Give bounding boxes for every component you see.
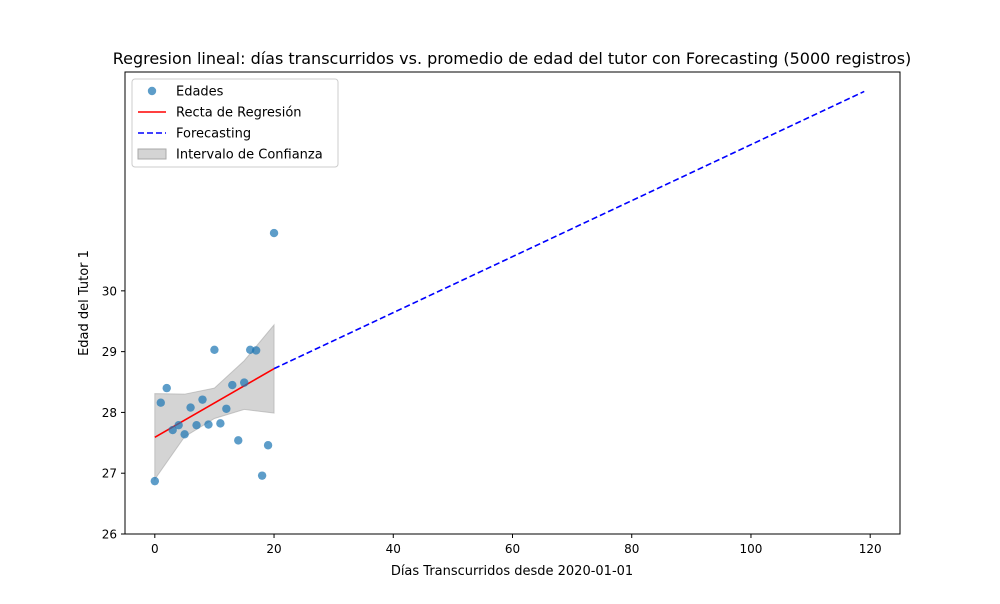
x-tick-label: 60 [505, 542, 520, 556]
legend-label: Recta de Regresión [176, 106, 302, 121]
scatter-point [251, 346, 261, 355]
x-tick-label: 20 [266, 542, 281, 556]
legend-label: Intervalo de Confianza [176, 148, 323, 163]
y-tick-label: 26 [102, 528, 117, 542]
legend: Edades Recta de Regresión Forecasting Inter… [131, 78, 339, 168]
scatter-point [162, 383, 171, 393]
scatter-point [174, 420, 183, 430]
scatter-point [228, 380, 237, 390]
x-tick-label: 0 [151, 542, 159, 556]
scatter-point [150, 476, 160, 486]
plot-area [150, 90, 865, 486]
scatter-point [156, 398, 165, 407]
scatter-point [180, 430, 189, 439]
y-tick-label: 30 [102, 284, 117, 298]
legend-box [131, 78, 339, 168]
scatter-point [192, 420, 201, 430]
scatter-point [216, 419, 225, 428]
legend-swatch-scatter [147, 86, 157, 96]
scatter-point [257, 471, 267, 480]
scatter-point [240, 378, 249, 387]
y-tick-label: 27 [102, 467, 117, 481]
scatter-point [263, 441, 273, 450]
scatter-point [222, 404, 231, 413]
x-tick-label: 40 [386, 542, 401, 556]
scatter-point [186, 403, 195, 412]
scatter-point [204, 420, 213, 429]
chart-title: Regresion lineal: días transcurridos vs.… [113, 49, 912, 68]
scatter-point [198, 395, 207, 404]
x-axis-label: Días Transcurridos desde 2020-01-01 [391, 564, 633, 579]
forecast-line [273, 90, 865, 370]
y-axis-label: Edad del Tutor 1 [77, 250, 92, 356]
x-tick-label: 100 [740, 542, 763, 556]
scatter-point [269, 228, 279, 238]
scatter-point [234, 436, 243, 445]
x-tick-label: 120 [859, 542, 882, 556]
scatter-point [168, 425, 177, 435]
axis-ticks: 0 20 40 60 80 100 120 26 27 28 29 30 [102, 284, 882, 556]
scatter-point [210, 345, 219, 355]
legend-label: Edades [176, 85, 224, 100]
y-tick-label: 29 [102, 345, 117, 359]
x-tick-label: 80 [624, 542, 639, 556]
legend-label: Forecasting [176, 127, 251, 142]
y-tick-label: 28 [102, 406, 117, 420]
legend-swatch-interval [137, 148, 167, 160]
